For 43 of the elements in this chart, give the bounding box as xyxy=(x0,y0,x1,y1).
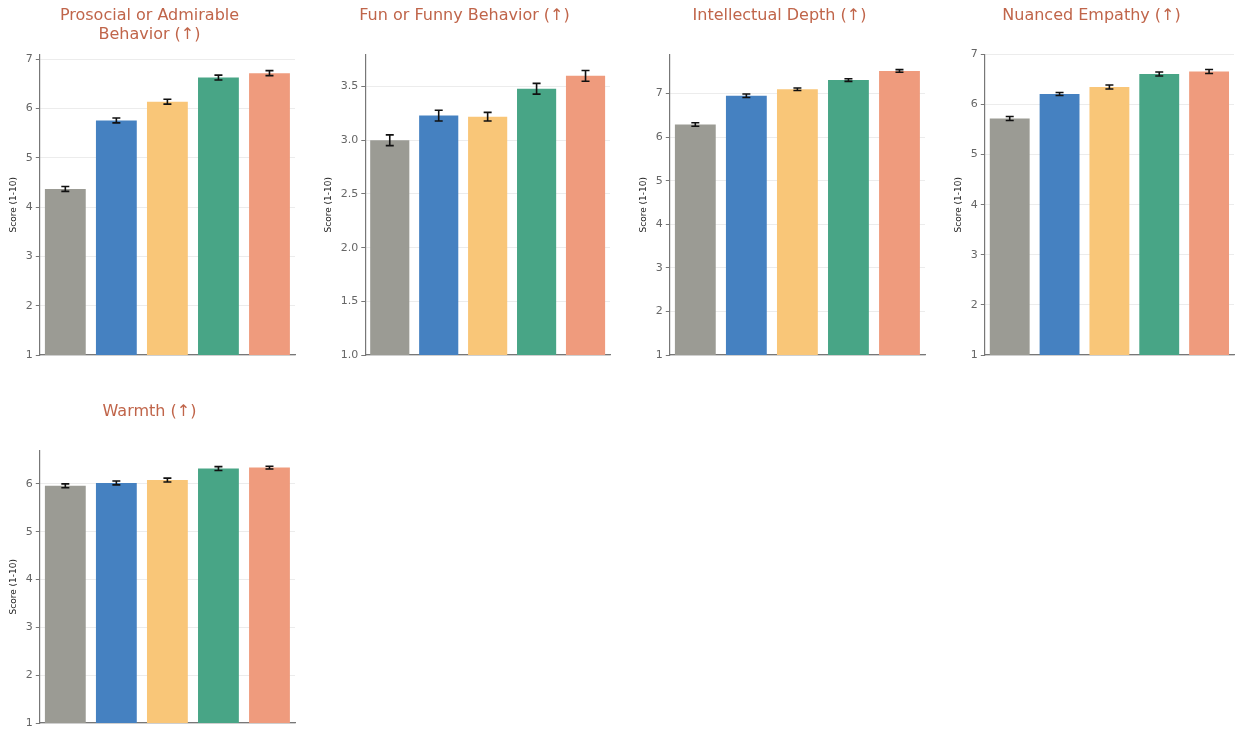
y-axis-title: Score (1-10) xyxy=(952,176,963,233)
y-tick-label: 1.5 xyxy=(340,294,359,308)
y-tick-label: 2 xyxy=(25,298,33,312)
chart-title: Nuanced Empathy (↑) xyxy=(1002,4,1181,24)
y-axis-title: Score (1-10) xyxy=(637,176,648,233)
y-tick-label: 6 xyxy=(970,97,978,111)
y-tick-label: 3 xyxy=(655,260,663,274)
y-axis-title: Score (1-10) xyxy=(7,558,18,615)
y-tick-label: 3.0 xyxy=(340,133,359,147)
y-tick-label: 4 xyxy=(655,217,663,231)
chart-title: Prosocial or Admirable Behavior (↑) xyxy=(59,4,240,43)
y-tick-label: 4 xyxy=(970,197,978,211)
y-tick-label: 6 xyxy=(25,101,33,115)
y-tick-label: 1 xyxy=(655,347,663,361)
y-tick-label: 2 xyxy=(970,297,978,311)
y-axis-title: Score (1-10) xyxy=(7,176,18,233)
chart-title: Fun or Funny Behavior (↑) xyxy=(359,4,570,24)
y-tick-label: 2 xyxy=(655,304,663,318)
y-tick-label: 4 xyxy=(25,200,33,214)
y-tick-label: 5 xyxy=(25,524,33,538)
y-axis-title: Score (1-10) xyxy=(322,176,333,233)
y-tick-label: 1 xyxy=(25,715,33,729)
y-tick-label: 6 xyxy=(25,476,33,490)
chart-title: Warmth (↑) xyxy=(102,400,197,420)
y-tick-label: 3 xyxy=(25,620,33,634)
y-tick-label: 1.0 xyxy=(340,347,359,361)
y-tick-label: 4 xyxy=(25,572,33,586)
y-tick-label: 7 xyxy=(970,47,978,61)
y-tick-label: 2.0 xyxy=(340,240,359,254)
y-tick-label: 1 xyxy=(25,347,33,361)
chart-title: Intellectual Depth (↑) xyxy=(692,4,867,24)
y-tick-label: 2 xyxy=(25,668,33,682)
y-tick-label: 6 xyxy=(655,130,663,144)
y-tick-label: 7 xyxy=(25,52,33,66)
y-tick-label: 3 xyxy=(25,249,33,263)
y-tick-label: 3 xyxy=(970,247,978,261)
y-tick-label: 5 xyxy=(655,173,663,187)
y-tick-label: 2.5 xyxy=(340,186,359,200)
y-tick-label: 5 xyxy=(25,150,33,164)
y-tick-label: 7 xyxy=(655,86,663,100)
y-tick-label: 1 xyxy=(970,347,978,361)
y-tick-label: 3.5 xyxy=(340,79,359,93)
y-tick-label: 5 xyxy=(970,147,978,161)
